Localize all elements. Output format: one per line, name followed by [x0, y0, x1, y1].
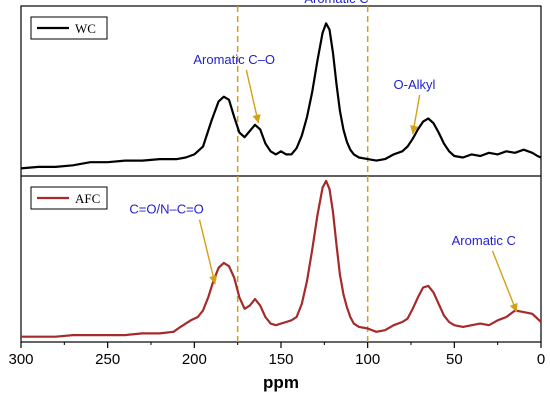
x-tick-label-3: 150	[268, 351, 293, 368]
x-axis: 300 250 200 150 100 50 0	[8, 342, 545, 368]
x-axis-title: ppm	[263, 373, 299, 392]
panel-wc: WC Aromatic C–O Aromatic C O-Alkyl	[20, 0, 542, 170]
annotation-arrow-0-2	[410, 94, 421, 135]
legend-wc: WC	[30, 16, 108, 40]
annotation-arrow-1-0	[198, 219, 218, 285]
annotation-label-1-0: C=O/N–C=O	[129, 202, 203, 217]
plot-frame	[20, 5, 542, 343]
reference-lines	[236, 6, 369, 342]
annotation-label-1-1: Aromatic C	[452, 233, 516, 248]
annotation-arrow-1-1	[491, 250, 518, 313]
series-line-afc	[21, 179, 542, 338]
x-tick-label-1: 250	[95, 351, 120, 368]
series-line-wc	[20, 22, 542, 170]
annotation-label-0-0: Aromatic C–O	[193, 52, 275, 67]
x-tick-label-6: 0	[537, 351, 545, 368]
annotation-arrow-0-0	[245, 69, 261, 124]
legend-label: WC	[75, 21, 96, 36]
panel-afc: AFC C=O/N–C=O Aromatic C	[21, 179, 542, 338]
x-tick-label-2: 200	[182, 351, 207, 368]
legend-afc: AFC	[30, 186, 108, 210]
x-tick-label-0: 300	[8, 351, 33, 368]
legend-label: AFC	[75, 191, 100, 206]
x-tick-label-4: 100	[355, 351, 380, 368]
annotation-label-0-2: O-Alkyl	[394, 77, 436, 92]
annotation-label-0-1: Aromatic C	[304, 0, 368, 6]
x-tick-label-5: 50	[446, 351, 463, 368]
